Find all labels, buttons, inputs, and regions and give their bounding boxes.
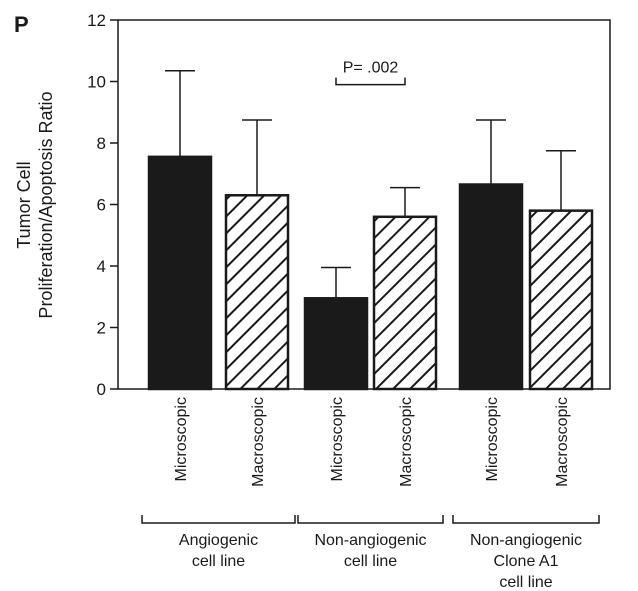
panel-label: P: [14, 12, 29, 37]
y-tick-label: 0: [97, 380, 106, 399]
significance-bracket: [335, 77, 406, 86]
bar-macroscopic: [372, 215, 438, 391]
y-tick-label: 6: [97, 196, 106, 215]
y-tick-label: 10: [87, 73, 106, 92]
category-label: Macroscopic: [250, 397, 267, 487]
category-label: Microscopic: [484, 397, 501, 481]
group-label: cell line: [499, 574, 552, 591]
significance-label: P= .002: [343, 60, 399, 77]
bar-macroscopic: [224, 194, 290, 391]
y-tick-label: 2: [97, 319, 106, 338]
y-tick-label: 8: [97, 134, 106, 153]
group-label: Non-angiogenic: [470, 532, 582, 549]
y-axis-title-line2: Proliferation/Apoptosis Ratio: [36, 91, 56, 318]
group-bracket: [297, 515, 444, 524]
plot-area: 0 2 4 6 8 10 12 Microscopic Macroscopic Microscop…: [87, 11, 611, 591]
group-label: cell line: [192, 553, 245, 570]
category-label: Macroscopic: [554, 397, 571, 487]
category-label: Microscopic: [329, 397, 346, 481]
category-label: Macroscopic: [398, 397, 415, 487]
group-bracket: [452, 515, 600, 524]
group-label: Clone A1: [494, 553, 559, 570]
group-label: Angiogenic: [179, 532, 258, 549]
group-label: Non-angiogenic: [314, 532, 426, 549]
group-bracket: [141, 515, 296, 524]
bar-microscopic: [147, 155, 213, 391]
bar-microscopic: [458, 183, 524, 391]
group-label: cell line: [344, 553, 397, 570]
y-axis-title-line1: Tumor Cell: [14, 161, 34, 248]
bar-microscopic: [303, 297, 369, 391]
y-tick-label: 4: [97, 257, 106, 276]
y-tick-label: 12: [87, 11, 106, 30]
category-label: Microscopic: [173, 397, 190, 481]
bar-macroscopic: [528, 209, 594, 391]
